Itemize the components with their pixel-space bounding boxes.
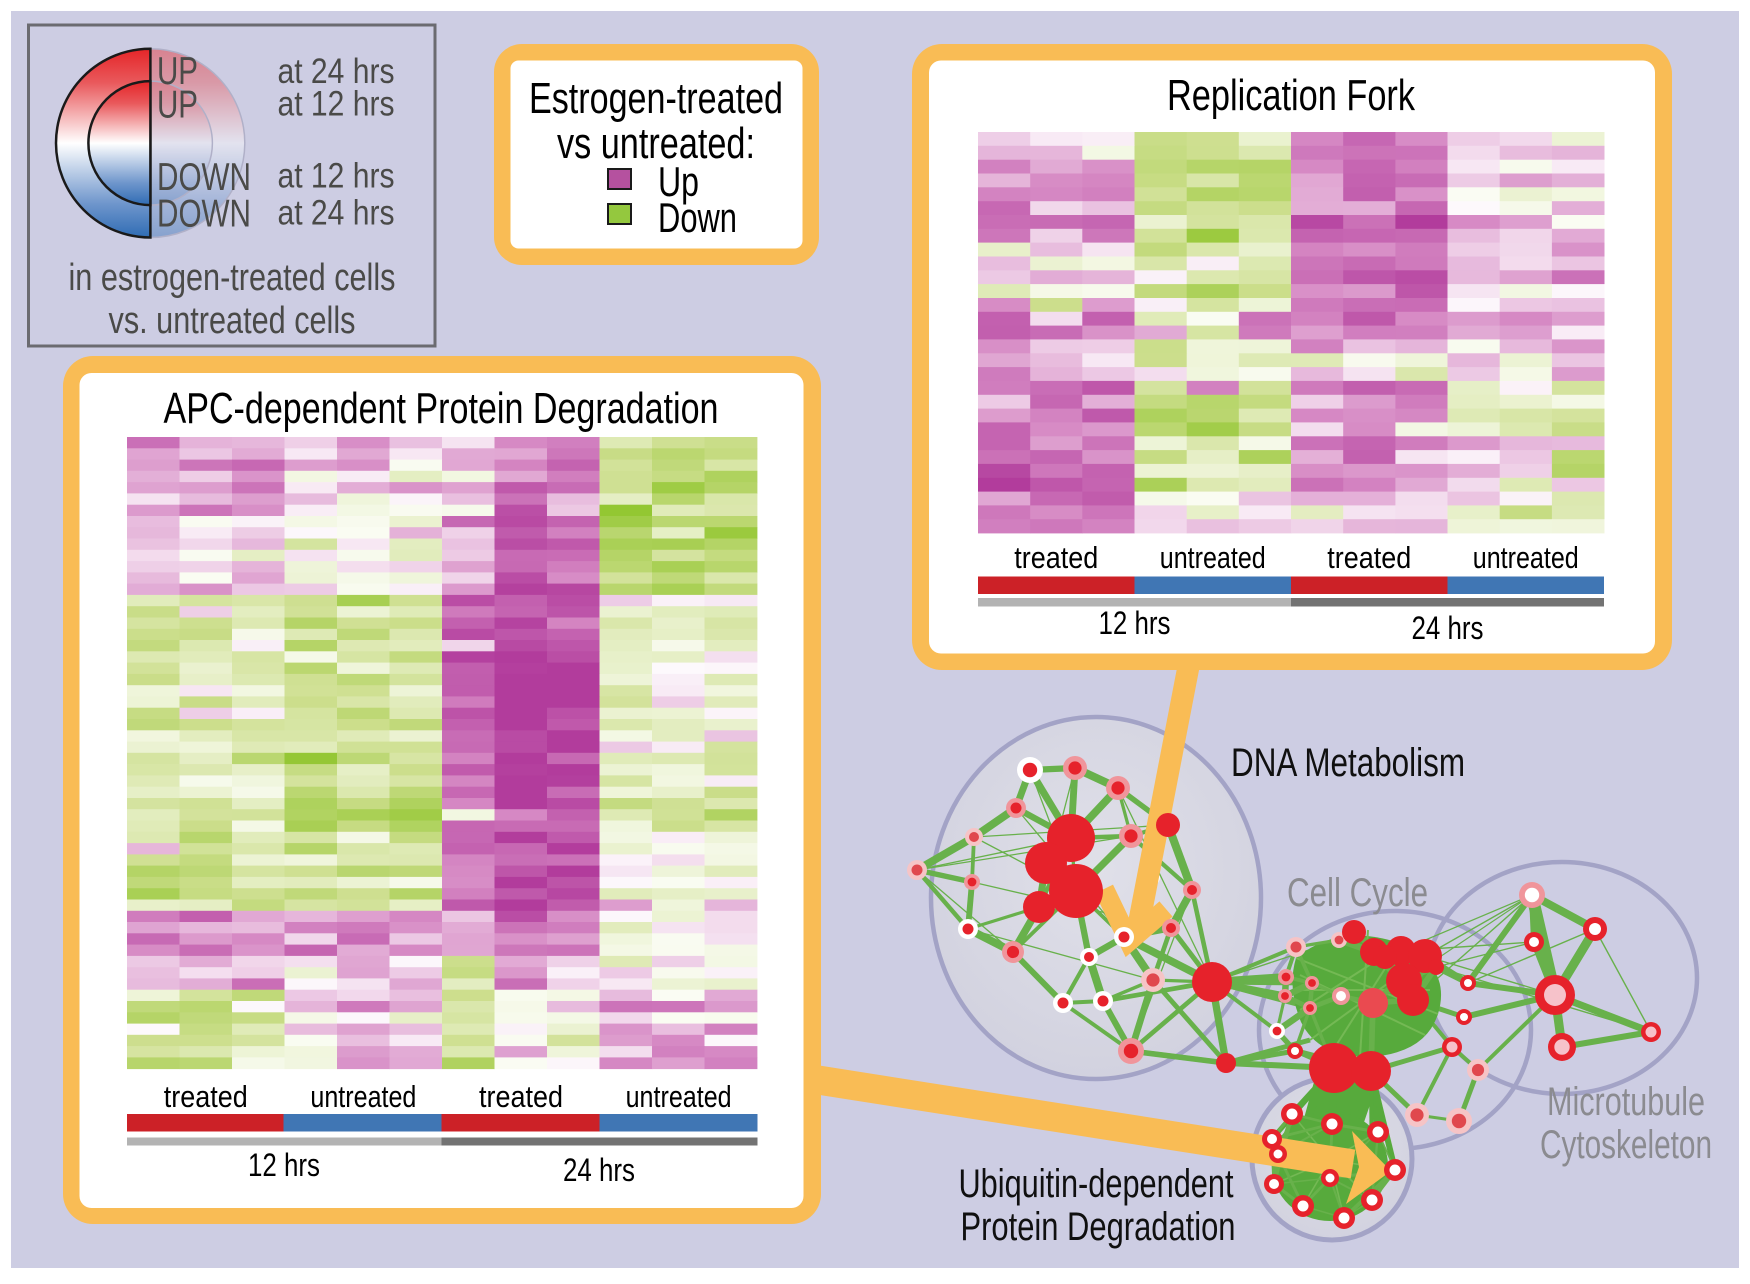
svg-text:12 hrs: 12 hrs bbox=[1099, 605, 1171, 641]
svg-text:UP: UP bbox=[157, 50, 198, 93]
svg-text:at 12 hrs: at 12 hrs bbox=[278, 85, 395, 124]
svg-text:24 hrs: 24 hrs bbox=[1412, 610, 1484, 646]
svg-text:DOWN: DOWN bbox=[157, 156, 251, 199]
svg-text:at 12 hrs: at 12 hrs bbox=[278, 157, 395, 196]
svg-text:in estrogen-treated cells: in estrogen-treated cells bbox=[69, 257, 396, 299]
svg-text:Microtubule: Microtubule bbox=[1547, 1080, 1705, 1124]
svg-text:Cell Cycle: Cell Cycle bbox=[1287, 871, 1428, 915]
svg-text:treated: treated bbox=[164, 1079, 248, 1114]
svg-text:DOWN: DOWN bbox=[157, 193, 251, 236]
svg-text:vs untreated:: vs untreated: bbox=[557, 119, 755, 168]
svg-text:at 24 hrs: at 24 hrs bbox=[278, 194, 395, 233]
svg-text:UP: UP bbox=[157, 84, 198, 127]
svg-text:APC-dependent Protein Degradat: APC-dependent Protein Degradation bbox=[164, 384, 719, 433]
svg-text:untreated: untreated bbox=[1473, 540, 1579, 575]
svg-text:12 hrs: 12 hrs bbox=[248, 1147, 320, 1183]
svg-text:treated: treated bbox=[1014, 540, 1098, 575]
svg-text:untreated: untreated bbox=[1160, 540, 1266, 575]
svg-text:Down: Down bbox=[658, 194, 737, 241]
svg-text:untreated: untreated bbox=[310, 1079, 416, 1114]
svg-text:Estrogen-treated: Estrogen-treated bbox=[529, 74, 783, 123]
svg-text:untreated: untreated bbox=[626, 1079, 732, 1114]
svg-text:DNA Metabolism: DNA Metabolism bbox=[1231, 741, 1465, 785]
svg-text:Ubiquitin-dependent: Ubiquitin-dependent bbox=[959, 1162, 1234, 1206]
svg-text:Protein Degradation: Protein Degradation bbox=[961, 1205, 1236, 1249]
svg-text:vs. untreated cells: vs. untreated cells bbox=[109, 300, 356, 342]
svg-text:at 24 hrs: at 24 hrs bbox=[278, 52, 395, 91]
svg-text:treated: treated bbox=[479, 1079, 563, 1114]
svg-text:Up: Up bbox=[658, 158, 699, 205]
svg-text:Replication Fork: Replication Fork bbox=[1167, 71, 1416, 120]
svg-text:24 hrs: 24 hrs bbox=[563, 1152, 635, 1188]
svg-text:treated: treated bbox=[1327, 540, 1411, 575]
svg-text:Cytoskeleton: Cytoskeleton bbox=[1540, 1123, 1712, 1167]
